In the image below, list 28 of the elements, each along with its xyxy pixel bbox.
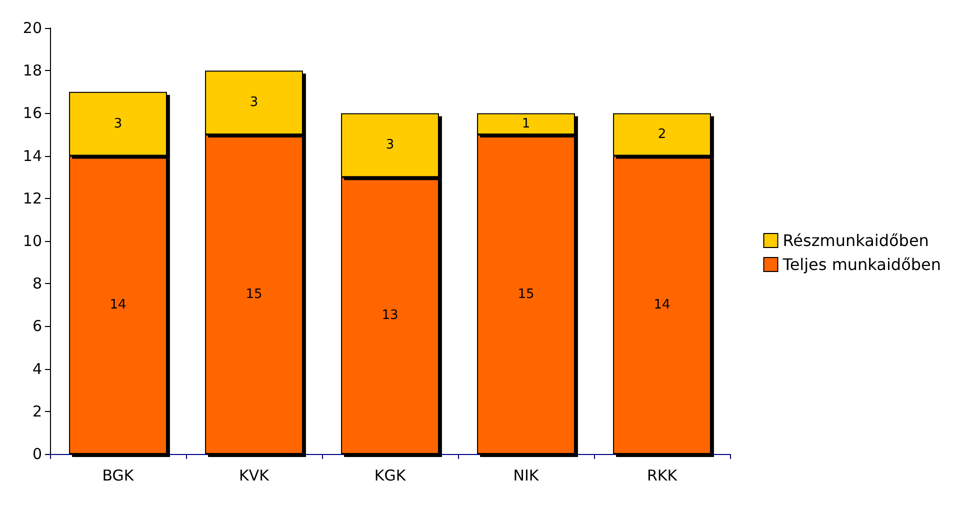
data-label: 13 xyxy=(382,308,398,324)
x-tick-label: RKK xyxy=(646,466,678,484)
y-tick-label: 14 xyxy=(22,146,42,165)
y-tick-label: 4 xyxy=(32,360,42,378)
data-label: 3 xyxy=(250,95,258,110)
y-tick-label: 12 xyxy=(22,189,42,208)
data-label: 14 xyxy=(110,297,126,312)
legend-label: Teljes munkaidőben xyxy=(782,255,942,274)
y-tick-label: 0 xyxy=(32,445,42,463)
y-tick-label: 2 xyxy=(32,402,42,420)
data-label: 15 xyxy=(246,286,262,302)
x-tick-label: NIK xyxy=(513,466,540,484)
data-label: 1 xyxy=(522,116,530,132)
data-label: 15 xyxy=(518,286,534,302)
x-tick-label: BGK xyxy=(102,466,135,484)
data-label: 14 xyxy=(654,297,670,312)
y-tick-label: 8 xyxy=(32,274,42,293)
y-tick-label: 16 xyxy=(22,104,42,122)
data-label: 2 xyxy=(658,127,666,142)
y-tick-label: 20 xyxy=(22,19,42,37)
legend-label: Részmunkaidőben xyxy=(782,231,929,250)
y-tick-label: 18 xyxy=(22,62,42,80)
x-tick-label: KVK xyxy=(239,466,270,484)
data-label: 3 xyxy=(114,116,122,132)
y-tick-label: 6 xyxy=(32,317,42,336)
y-tick-label: 10 xyxy=(22,232,42,250)
data-label: 3 xyxy=(386,138,394,153)
x-tick-label: KGK xyxy=(374,466,407,484)
